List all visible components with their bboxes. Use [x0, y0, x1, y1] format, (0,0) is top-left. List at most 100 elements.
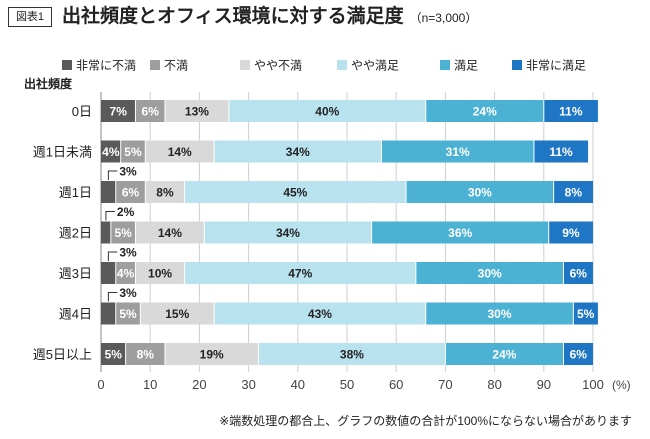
bar-segment [553, 181, 593, 203]
bar-segment [415, 262, 564, 284]
data-label: 14% [168, 145, 192, 159]
bar-segment [101, 343, 126, 365]
data-label: 5% [577, 307, 595, 321]
x-tick-label: 20 [192, 377, 206, 392]
data-label: 24% [473, 105, 497, 119]
legend-label: やや満足 [351, 59, 399, 73]
category-label: 週3日 [59, 266, 92, 281]
data-label: 3% [119, 246, 137, 260]
data-label: 43% [308, 307, 332, 321]
x-tick-label: 60 [389, 377, 403, 392]
category-label: 週2日 [59, 226, 92, 241]
x-tick-label: 0 [97, 377, 104, 392]
data-label: 9% [562, 226, 580, 240]
data-label: 31% [446, 145, 470, 159]
data-label: 24% [492, 348, 516, 362]
legend-swatch [62, 60, 72, 70]
bar-segment [381, 140, 534, 163]
data-label: 14% [158, 226, 182, 240]
bar-segment [573, 302, 598, 325]
legend-swatch [512, 60, 522, 70]
data-label: 5% [124, 145, 142, 159]
data-label: 40% [315, 105, 339, 119]
data-label: 36% [448, 226, 472, 240]
bar-segment [135, 100, 165, 122]
data-label: 3% [119, 165, 137, 179]
bar-segment [145, 140, 215, 163]
x-tick-label: 50 [340, 377, 354, 392]
data-label: 2% [117, 205, 135, 219]
x-tick-label: 70 [438, 377, 452, 392]
bar-segment [425, 100, 544, 122]
bar-segment [214, 140, 382, 163]
bar-segment [110, 221, 136, 244]
bar-segment [101, 181, 116, 203]
data-label: 8% [565, 186, 583, 200]
data-label: 6% [570, 267, 588, 281]
data-label: 6% [122, 186, 140, 200]
data-label: 11% [549, 145, 573, 159]
bar-segment [101, 302, 116, 325]
bar-segment [115, 181, 146, 203]
data-label: 38% [340, 348, 364, 362]
leader-line [107, 170, 118, 180]
bar-segment [140, 302, 215, 325]
bar-segment [445, 343, 564, 365]
leader-line [107, 251, 118, 261]
x-tick-label: 40 [291, 377, 305, 392]
bar-segment [115, 262, 136, 284]
x-tick-label: 100 [582, 377, 604, 392]
bar-segment [101, 221, 111, 244]
data-label: 30% [488, 307, 512, 321]
data-label: 15% [165, 307, 189, 321]
bar-segment [184, 181, 407, 203]
data-label: 13% [185, 105, 209, 119]
bar-segment [533, 140, 589, 163]
bar-segment [101, 100, 136, 122]
data-label: 30% [478, 267, 502, 281]
data-label: 8% [137, 348, 155, 362]
data-label: 6% [570, 348, 588, 362]
sample-size-note: （n=3,000） [409, 11, 478, 25]
data-label: 45% [283, 186, 307, 200]
data-label: 8% [156, 186, 174, 200]
data-label: 19% [200, 348, 224, 362]
category-label: 週5日以上 [33, 347, 92, 362]
data-label: 7% [110, 105, 128, 119]
data-label: 5% [114, 226, 132, 240]
legend-label: 非常に不満 [76, 59, 136, 73]
bar-segment [563, 262, 593, 284]
legend-swatch [337, 60, 347, 70]
legend-swatch [440, 60, 450, 70]
x-axis-unit: (%) [612, 378, 631, 392]
data-label: 3% [119, 286, 137, 300]
bar-segment [228, 100, 426, 122]
x-tick-label: 30 [241, 377, 255, 392]
data-label: 47% [288, 267, 312, 281]
data-label: 11% [559, 105, 583, 119]
data-label: 30% [468, 186, 492, 200]
legend-swatch [150, 60, 160, 70]
x-tick-label: 90 [537, 377, 551, 392]
data-label: 6% [142, 105, 160, 119]
x-tick-label: 10 [143, 377, 157, 392]
y-axis-title: 出社頻度 [24, 76, 73, 91]
bar-segment [543, 100, 598, 122]
data-label: 5% [119, 307, 137, 321]
legend-label: 非常に満足 [526, 59, 586, 73]
x-tick-label: 80 [487, 377, 501, 392]
category-label: 0日 [72, 104, 92, 119]
category-label: 週4日 [59, 307, 92, 322]
bar-segment [115, 302, 141, 325]
data-label: 4% [102, 145, 120, 159]
bar-segment [101, 140, 121, 163]
bar-segment [184, 262, 416, 284]
data-label: 10% [148, 267, 172, 281]
bar-segment [125, 343, 165, 365]
figure-label: 図表1 [8, 7, 52, 27]
data-label: 34% [286, 145, 310, 159]
bar-segment [258, 343, 446, 365]
bar-segment [164, 343, 259, 365]
bar-segment [406, 181, 554, 203]
